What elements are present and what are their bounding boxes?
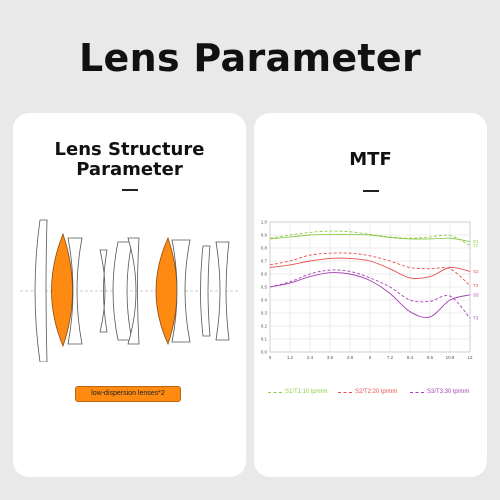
lens-structure-title-line2: Parameter [76,159,183,180]
series-label-T3: T3 [473,316,479,321]
lens-element-1 [34,219,48,362]
lens-structure-title-line1: Lens Structure [54,139,205,160]
legend-label-1: S1/T1:10 lp/mm [285,389,328,395]
legend-swatch-1 [268,391,282,393]
title-underline [121,189,138,191]
lens-structure-title: Lens Structure Parameter [13,140,246,180]
series-label-T1: T1 [473,243,479,248]
mtf-title-underline [362,190,379,192]
y-tick-label: 0.2 [261,324,268,329]
lens-element-5 [112,241,133,341]
x-tick-label: 2.4 [307,355,314,360]
series-label-T2: T2 [473,283,479,288]
x-tick-label: 12 [467,355,473,360]
legend-swatch-2 [338,391,352,393]
x-tick-label: 0 [269,355,272,360]
series-line-S1 [269,233,471,242]
y-tick-label: 0.6 [261,272,268,277]
lens-structure-diagram [20,219,240,362]
x-tick-label: 1.2 [287,355,294,360]
x-tick-label: 8.4 [407,355,414,360]
lens-element-2-low-dispersion [51,232,73,348]
series-label-S1: S1 [473,239,479,244]
x-tick-label: 10.8 [446,355,455,360]
lens-element-6 [127,237,140,345]
legend-label-2: S2/T2:20 lp/mm [355,389,398,395]
legend-item-1: S1/T1:10 lp/mm [268,389,327,395]
legend-label-3: S3/T3:30 lp/mm [427,389,470,395]
lens-element-3 [67,237,83,345]
lens-element-9 [200,245,211,337]
x-tick-label: 9.6 [427,355,434,360]
y-tick-label: 0.8 [261,246,268,251]
mtf-title: MTF [349,149,392,170]
legend-item-3: S3/T3:30 lp/mm [410,389,469,395]
y-tick-label: 0.1 [261,337,268,342]
y-tick-label: 0.7 [261,259,268,264]
lens-element-10 [215,241,230,341]
y-tick-label: 0.5 [261,285,268,290]
y-tick-label: 0.9 [261,233,268,238]
page-title: Lens Parameter [79,36,421,80]
lens-element-8 [171,239,191,343]
lens-element-7-low-dispersion [155,236,178,346]
mtf-chart: 0 1.2 2.4 3.6 4.8 6 7.2 8.4 9.6 10.8 12 0.0 0.1 0.2 0.… [261,220,479,361]
series-label-S3: S3 [473,292,479,297]
y-tick-label: 0.0 [261,350,268,355]
legend-swatch-3 [410,391,424,393]
x-tick-label: 6 [369,355,372,360]
legend-item-2: S2/T2:20 lp/mm [338,389,397,395]
y-tick-label: 0.4 [261,298,268,303]
low-dispersion-badge: low-dispersion lenses*2 [75,386,181,402]
mtf-card: MTF [254,113,487,477]
series-line-T1 [269,230,471,246]
x-tick-label: 4.8 [347,355,354,360]
y-tick-label: 0.3 [261,311,268,316]
x-tick-label: 3.6 [327,355,334,360]
series-line-S3 [269,272,471,318]
series-line-T3 [269,269,471,319]
x-tick-label: 7.2 [387,355,394,360]
y-tick-label: 1.0 [261,220,268,225]
series-line-T2 [269,252,471,287]
series-label-S2: S2 [473,269,479,274]
series-line-S2 [269,257,471,279]
lens-element-4 [99,249,108,333]
